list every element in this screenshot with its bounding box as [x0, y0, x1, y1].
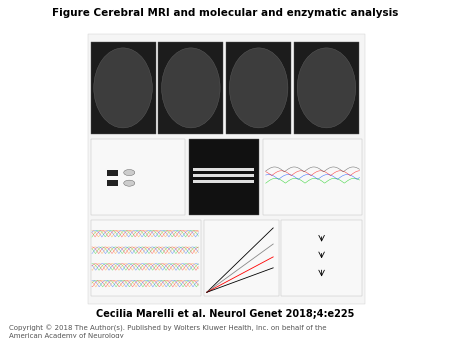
Bar [294, 42, 359, 134]
Bar [107, 170, 118, 176]
Bar [88, 34, 364, 304]
Ellipse shape [230, 48, 288, 128]
Bar [264, 139, 362, 215]
Text: Copyright © 2018 The Author(s). Published by Wolters Kluwer Health, Inc. on beha: Copyright © 2018 The Author(s). Publishe… [9, 325, 327, 338]
Bar [90, 139, 184, 215]
Bar [193, 174, 254, 177]
Bar [193, 168, 254, 171]
Bar [107, 180, 118, 186]
Bar [90, 42, 156, 134]
Bar [189, 139, 259, 215]
Bar [282, 220, 362, 296]
Ellipse shape [94, 48, 152, 128]
Bar [158, 42, 223, 134]
Bar [90, 220, 201, 296]
Bar [193, 180, 254, 183]
Ellipse shape [162, 48, 220, 128]
Text: Figure Cerebral MRI and molecular and enzymatic analysis: Figure Cerebral MRI and molecular and en… [52, 8, 398, 19]
Bar [226, 42, 291, 134]
Ellipse shape [297, 48, 356, 128]
Text: Cecilia Marelli et al. Neurol Genet 2018;4:e225: Cecilia Marelli et al. Neurol Genet 2018… [96, 309, 354, 319]
Bar [204, 220, 279, 296]
Ellipse shape [124, 170, 135, 176]
Ellipse shape [124, 180, 135, 186]
